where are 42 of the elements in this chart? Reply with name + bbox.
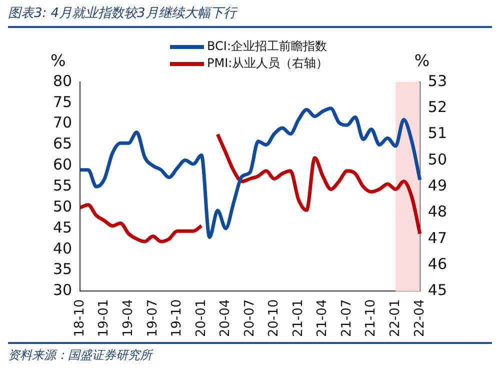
x-tick-label: 22-04 — [412, 299, 428, 338]
x-tick-label: 19-10 — [170, 299, 185, 338]
x-tick-label: 21-07 — [339, 299, 354, 338]
x-tick-label: 20-04 — [218, 299, 234, 338]
y2-tick-label: 50 — [428, 150, 448, 168]
x-tick-label: 20-01 — [194, 299, 209, 338]
y2-tick-label: 46 — [428, 254, 448, 273]
y2-axis-title: % — [414, 51, 430, 70]
y2-tick-label: 48 — [428, 202, 448, 221]
line-series — [78, 106, 422, 239]
x-tick-label: 18-10 — [72, 299, 88, 338]
y-tick-label: 70 — [52, 114, 72, 132]
y-tick-label: 35 — [52, 260, 72, 278]
y-tick-label: 75 — [52, 92, 72, 111]
y2-tick-label: 52 — [428, 98, 448, 116]
legend-label: PMI:从业人员（右轴） — [207, 55, 328, 72]
x-tick-label: 21-01 — [290, 299, 306, 338]
y-tick-label: 55 — [52, 176, 72, 195]
x-tick-label: 19-04 — [121, 299, 136, 338]
y-tick-label: 60 — [52, 156, 72, 174]
y-tick-label: 65 — [52, 134, 72, 153]
y2-tick-label: 53 — [428, 72, 448, 90]
x-tick-label: 22-01 — [388, 299, 404, 338]
text: 资料来源：国盛证券研究所 — [8, 342, 492, 364]
x-tick-label: 20-07 — [242, 299, 258, 338]
y2-tick-label: 49 — [428, 176, 448, 195]
y-axis-title: % — [50, 51, 66, 70]
y2-tick-label: 45 — [428, 281, 448, 300]
y-tick-label: 30 — [52, 281, 72, 300]
y-tick-label: 40 — [52, 239, 72, 258]
x-tick-label: 21-10 — [364, 299, 379, 338]
x-tick-label: 19-01 — [96, 299, 112, 338]
y-tick-label: 50 — [52, 197, 72, 216]
y2-tick-label: 51 — [428, 124, 448, 142]
x-tick-label: 21-04 — [315, 299, 330, 338]
x-tick-label: 20-10 — [266, 299, 282, 338]
legend-label: BCI:企业招工前瞻指数 — [207, 38, 327, 55]
chart-title: 图表3: 4月就业指数较3月继续大幅下行 — [8, 4, 492, 28]
y2-tick-label: 47 — [428, 228, 448, 247]
x-tick-label: 19-07 — [145, 299, 160, 338]
y-tick-label: 80 — [52, 72, 72, 90]
y-tick-label: 45 — [52, 218, 72, 236]
